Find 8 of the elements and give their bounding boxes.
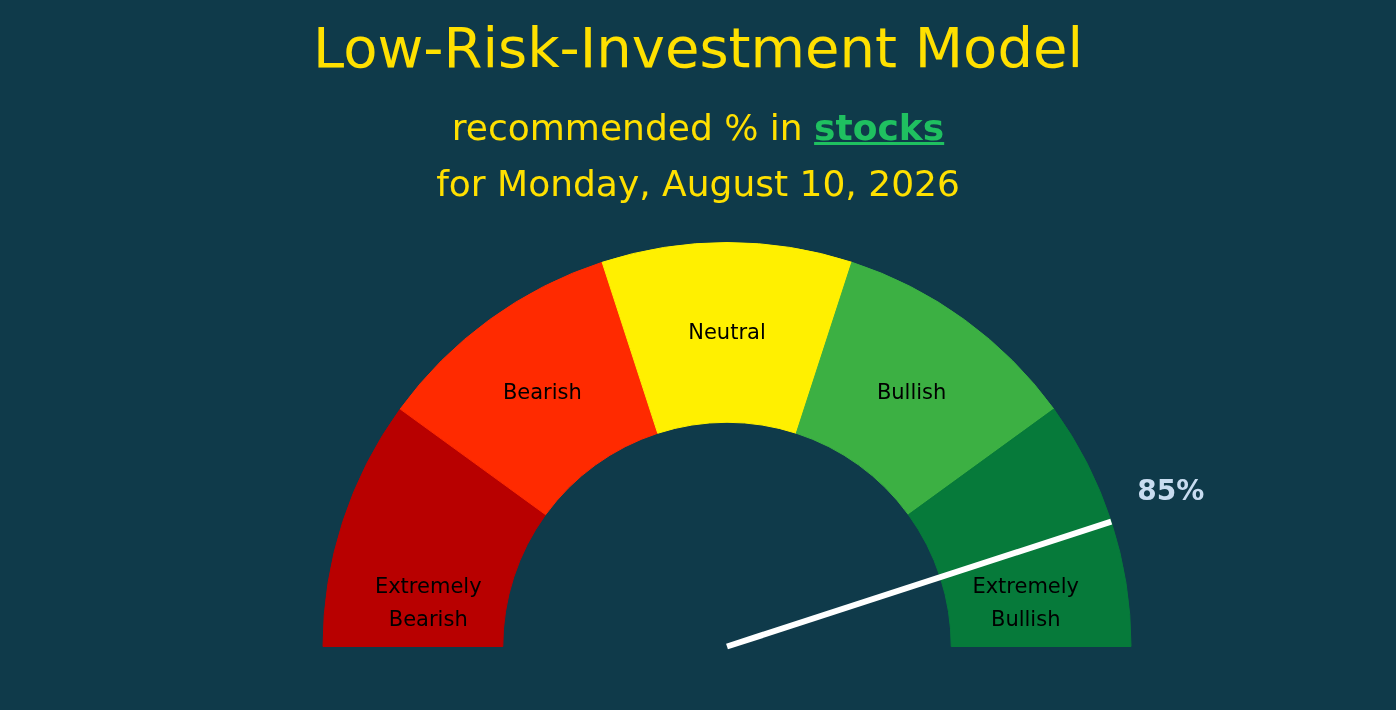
slice-label: Extremely Bullish xyxy=(971,572,1081,633)
chart-title: Low-Risk-Investment Model xyxy=(312,14,1084,82)
slice-label: Neutral xyxy=(687,318,767,346)
chart-subtitle: recommended % in stocks for Monday, August 10, 2026 xyxy=(435,107,961,206)
slice-label: Extremely Bearish xyxy=(373,572,483,633)
slice-label: Bullish xyxy=(875,378,948,406)
slice-label: Bearish xyxy=(501,378,583,406)
text: 85% xyxy=(1137,473,1205,507)
